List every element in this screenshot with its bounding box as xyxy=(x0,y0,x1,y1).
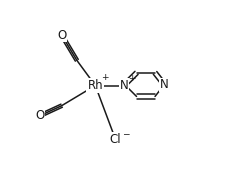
Text: N: N xyxy=(160,78,169,91)
Text: O: O xyxy=(57,29,66,42)
Text: Cl: Cl xyxy=(110,133,121,146)
Text: +: + xyxy=(129,74,136,83)
Text: −: − xyxy=(122,129,129,138)
Text: O: O xyxy=(35,109,44,122)
Text: N: N xyxy=(119,79,128,92)
Text: +: + xyxy=(101,73,108,82)
Text: Rh: Rh xyxy=(88,79,103,92)
